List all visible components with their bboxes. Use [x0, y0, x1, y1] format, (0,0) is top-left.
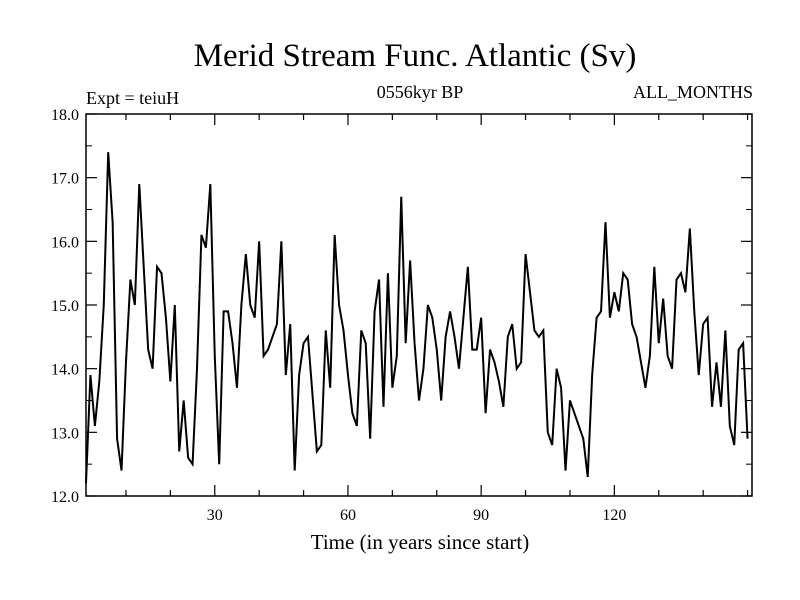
y-axis: 12.0 13.0 14.0 15.0 16.0 17.0 18.0 — [51, 107, 752, 506]
y-tick-label: 14.0 — [51, 362, 79, 379]
x-tick-label: 120 — [602, 507, 626, 524]
y-tick-label: 12.0 — [51, 489, 79, 506]
chart-title: Merid Stream Func. Atlantic (Sv) — [193, 38, 637, 74]
y-tick-label: 16.0 — [51, 234, 79, 251]
y-tick-label: 18.0 — [51, 107, 79, 124]
experiment-label: Expt = teiuH — [86, 88, 180, 108]
x-tick-label: 60 — [340, 507, 356, 524]
period-label: 0556kyr BP — [376, 82, 464, 102]
series-line — [85, 152, 749, 484]
y-tick-label: 15.0 — [51, 298, 79, 315]
y-tick-label: 17.0 — [51, 171, 79, 188]
y-tick-label: 13.0 — [51, 425, 79, 442]
x-axis-label: Time (in years since start) — [310, 530, 530, 554]
x-tick-label: 30 — [207, 507, 223, 524]
months-label: ALL_MONTHS — [633, 82, 753, 102]
x-tick-label: 90 — [473, 507, 489, 524]
x-axis: 30 60 90 120 — [125, 114, 749, 524]
